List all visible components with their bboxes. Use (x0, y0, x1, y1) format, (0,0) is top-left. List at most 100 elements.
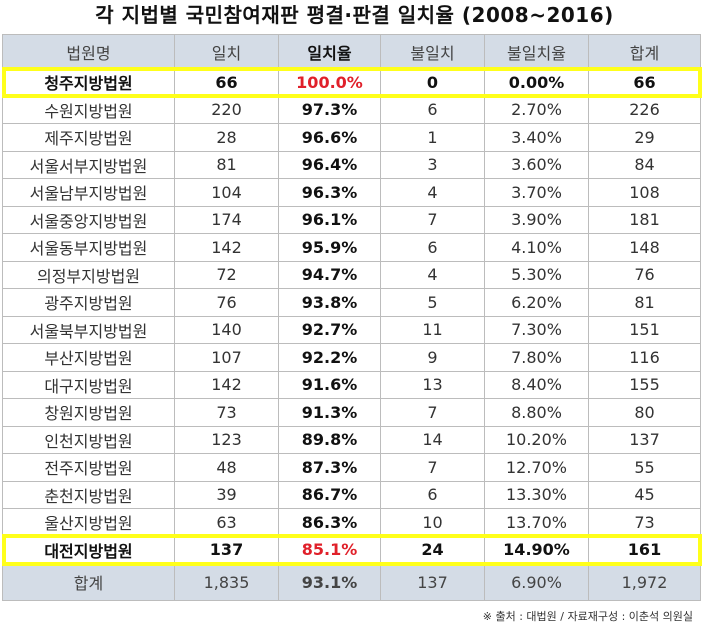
cell-total: 137 (588, 425, 701, 454)
cell-total: 226 (588, 95, 701, 124)
cell-rate: 94.7% (278, 260, 381, 289)
cell-rate: 93.8% (278, 288, 381, 317)
cell-total: 155 (588, 370, 701, 399)
cell-total: 181 (588, 205, 701, 234)
cell-match: 28 (174, 123, 279, 152)
cell-match: 174 (174, 205, 279, 234)
cell-court: 제주지방법원 (2, 123, 175, 152)
col-header-rate: 일치율 (278, 34, 381, 69)
table-row: 대구지방법원 142 91.6% 13 8.40% 155 (2, 370, 701, 399)
cell-total: 73 (588, 508, 701, 537)
table-footer: 합계 1,835 93.1% 137 6.90% 1,972 (2, 563, 701, 601)
cell-court: 춘천지방법원 (2, 480, 175, 509)
col-header-match: 일치 (174, 34, 279, 69)
cell-match: 39 (174, 480, 279, 509)
table-row: 서울동부지방법원 142 95.9% 6 4.10% 148 (2, 233, 701, 262)
cell-mismatch-rate: 8.80% (484, 398, 589, 427)
cell-mismatch-rate: 3.70% (484, 178, 589, 207)
table-row: 제주지방법원 28 96.6% 1 3.40% 29 (2, 123, 701, 152)
cell-total: 55 (588, 453, 701, 482)
cell-court: 서울동부지방법원 (2, 233, 175, 262)
cell-mismatch: 7 (380, 453, 485, 482)
cell-mismatch: 1 (380, 123, 485, 152)
cell-mismatch-rate: 13.30% (484, 480, 589, 509)
cell-rate: 89.8% (278, 425, 381, 454)
cell-mismatch: 24 (380, 535, 485, 564)
table-header: 법원명 일치 일치율 불일치 불일치율 합계 (2, 34, 701, 69)
cell-rate: 92.7% (278, 315, 381, 344)
table-row: 광주지방법원 76 93.8% 5 6.20% 81 (2, 288, 701, 317)
table-row: 울산지방법원 63 86.3% 10 13.70% 73 (2, 508, 701, 537)
cell-total: 151 (588, 315, 701, 344)
cell-match: 142 (174, 370, 279, 399)
cell-mismatch-rate: 6.20% (484, 288, 589, 317)
cell-mismatch-rate: 8.40% (484, 370, 589, 399)
table-row: 의정부지방법원 72 94.7% 4 5.30% 76 (2, 260, 701, 289)
table-body: 청주지방법원 66 100.0% 0 0.00% 66 수원지방법원 220 97.3% 6 2.7… (2, 68, 701, 564)
cell-mismatch: 11 (380, 315, 485, 344)
table-row: 춘천지방법원 39 86.7% 6 13.30% 45 (2, 480, 701, 509)
cell-mismatch: 0 (380, 68, 485, 97)
col-header-court: 법원명 (2, 34, 175, 69)
cell-mismatch-rate: 0.00% (484, 68, 589, 97)
cell-rate: 96.3% (278, 178, 381, 207)
cell-mismatch: 6 (380, 480, 485, 509)
cell-match: 123 (174, 425, 279, 454)
cell-total: 81 (588, 288, 701, 317)
cell-match: 107 (174, 343, 279, 372)
cell-total: 45 (588, 480, 701, 509)
cell-mismatch-rate: 3.60% (484, 150, 589, 179)
cell-court: 광주지방법원 (2, 288, 175, 317)
table-row: 서울서부지방법원 81 96.4% 3 3.60% 84 (2, 150, 701, 179)
cell-rate: 85.1% (278, 535, 381, 564)
cell-rate: 91.6% (278, 370, 381, 399)
cell-court: 창원지방법원 (2, 398, 175, 427)
cell-mismatch: 10 (380, 508, 485, 537)
totals-mismatch: 137 (380, 563, 485, 601)
totals-label: 합계 (2, 563, 175, 601)
cell-match: 104 (174, 178, 279, 207)
cell-court: 수원지방법원 (2, 95, 175, 124)
cell-match: 220 (174, 95, 279, 124)
cell-mismatch-rate: 3.40% (484, 123, 589, 152)
totals-match: 1,835 (174, 563, 279, 601)
cell-court: 서울서부지방법원 (2, 150, 175, 179)
totals-mismatch-rate: 6.90% (484, 563, 589, 601)
col-header-total: 합계 (588, 34, 701, 69)
cell-mismatch-rate: 14.90% (484, 535, 589, 564)
cell-mismatch-rate: 7.80% (484, 343, 589, 372)
cell-total: 29 (588, 123, 701, 152)
cell-court: 부산지방법원 (2, 343, 175, 372)
cell-total: 161 (588, 535, 701, 564)
cell-total: 148 (588, 233, 701, 262)
cell-mismatch-rate: 2.70% (484, 95, 589, 124)
cell-mismatch: 13 (380, 370, 485, 399)
totals-row: 합계 1,835 93.1% 137 6.90% 1,972 (2, 563, 701, 601)
table-row: 인천지방법원 123 89.8% 14 10.20% 137 (2, 425, 701, 454)
cell-match: 72 (174, 260, 279, 289)
cell-match: 142 (174, 233, 279, 262)
cell-mismatch: 6 (380, 233, 485, 262)
cell-court: 의정부지방법원 (2, 260, 175, 289)
cell-match: 81 (174, 150, 279, 179)
court-table: 법원명 일치 일치율 불일치 불일치율 합계 청주지방법원 66 100.0% 0 0.… (2, 34, 701, 601)
cell-match: 137 (174, 535, 279, 564)
cell-match: 48 (174, 453, 279, 482)
cell-total: 80 (588, 398, 701, 427)
table-row: 청주지방법원 66 100.0% 0 0.00% 66 (2, 68, 701, 97)
cell-court: 청주지방법원 (2, 68, 175, 97)
cell-mismatch: 14 (380, 425, 485, 454)
cell-mismatch: 3 (380, 150, 485, 179)
table-row: 서울북부지방법원 140 92.7% 11 7.30% 151 (2, 315, 701, 344)
cell-court: 서울북부지방법원 (2, 315, 175, 344)
cell-total: 66 (588, 68, 701, 97)
table-row: 창원지방법원 73 91.3% 7 8.80% 80 (2, 398, 701, 427)
cell-mismatch-rate: 3.90% (484, 205, 589, 234)
source-note: ※ 출처 : 대법원 / 자료재구성 : 이춘석 의원실 (482, 610, 693, 623)
cell-rate: 96.1% (278, 205, 381, 234)
table-row: 수원지방법원 220 97.3% 6 2.70% 226 (2, 95, 701, 124)
cell-mismatch-rate: 4.10% (484, 233, 589, 262)
cell-mismatch: 6 (380, 95, 485, 124)
cell-mismatch-rate: 13.70% (484, 508, 589, 537)
cell-match: 63 (174, 508, 279, 537)
